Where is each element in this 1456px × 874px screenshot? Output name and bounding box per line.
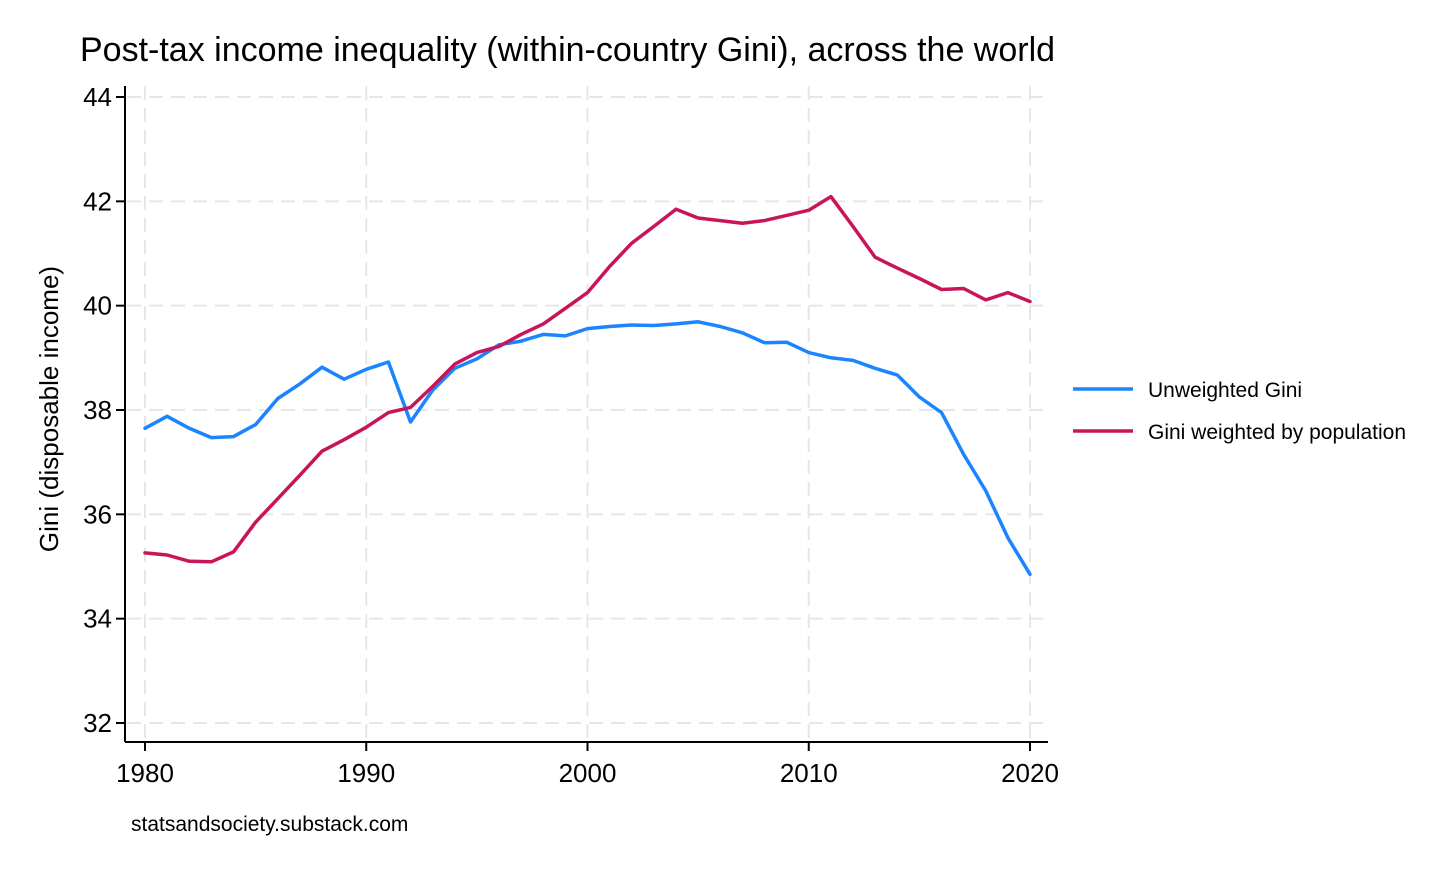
x-tick-label-2010: 2010 [780, 758, 838, 788]
y-tick-label-44: 44 [83, 82, 112, 112]
y-tick-label-36: 36 [83, 499, 112, 529]
y-tick-label-32: 32 [83, 708, 112, 738]
y-tick-label-38: 38 [83, 395, 112, 425]
y-tick-label-42: 42 [83, 186, 112, 216]
legend-label-gini-weighted-by-population: Gini weighted by population [1148, 421, 1406, 444]
legend: Unweighted Gini Gini weighted by populati… [1073, 379, 1406, 444]
y-axis-label: Gini (disposable income) [34, 266, 64, 552]
x-tick-label-1990: 1990 [337, 758, 395, 788]
x-tick-label-1980: 1980 [116, 758, 174, 788]
series-line-unweighted-gini [143, 320, 1032, 577]
axis-layer: 32 34 36 38 40 42 44 1980 1990 2000 2010 2020 [83, 82, 1059, 788]
legend-label-unweighted-gini: Unweighted Gini [1148, 379, 1302, 402]
x-tick-label-2020: 2020 [1001, 758, 1059, 788]
source-label: statsandsociety.substack.com [131, 813, 408, 836]
series-line-gini-weighted-by-population [143, 194, 1032, 564]
y-tick-label-40: 40 [83, 291, 112, 321]
chart-title: Post-tax income inequality (within-count… [80, 31, 1055, 69]
x-tick-label-2000: 2000 [559, 758, 617, 788]
series-layer [143, 194, 1032, 577]
y-tick-label-34: 34 [83, 604, 112, 634]
